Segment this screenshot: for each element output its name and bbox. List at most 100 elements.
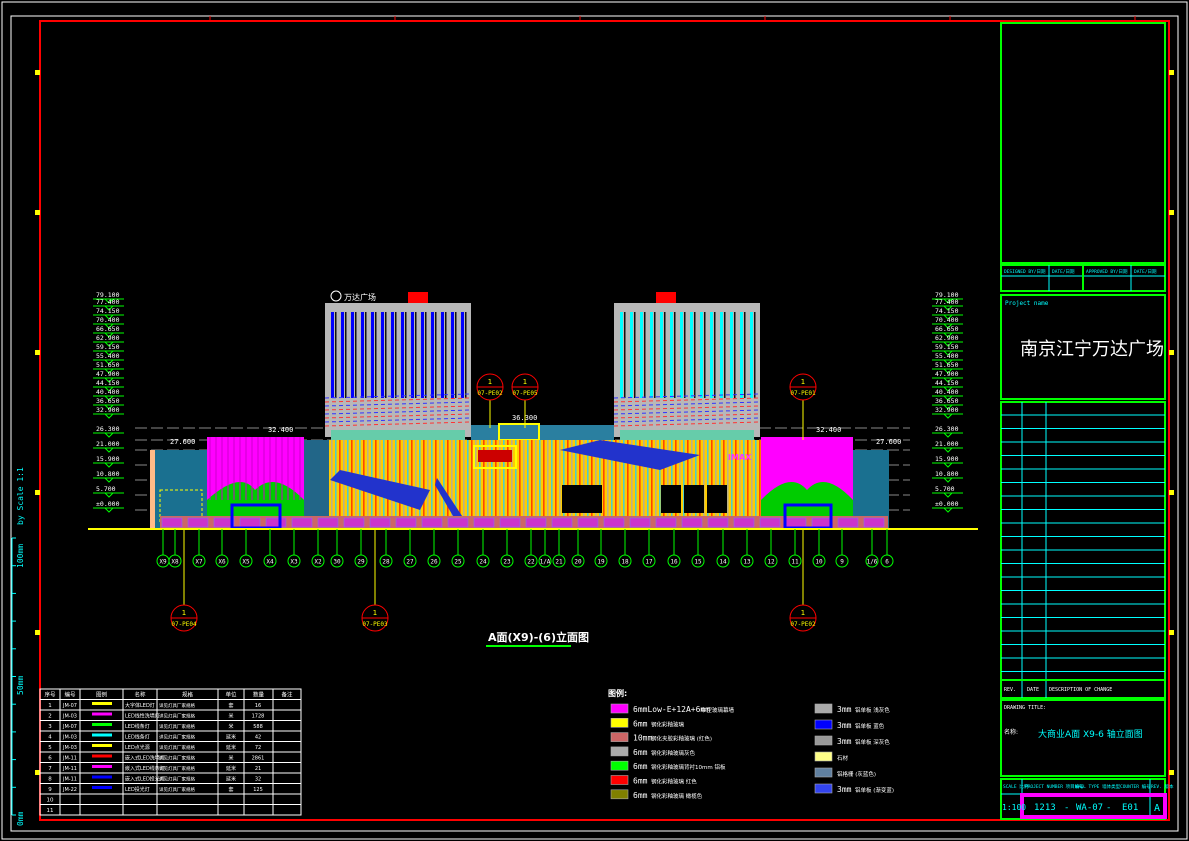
facade-stripe xyxy=(487,440,489,516)
tower-mullion xyxy=(395,312,397,398)
elevation-label: 32.900 xyxy=(935,406,959,414)
legend-item: 铝格栅 (灰蓝色) xyxy=(814,767,876,778)
facade-stripe xyxy=(463,440,465,516)
description-of-change-header: DESCRIPTION OF CHANGE xyxy=(1049,687,1112,693)
table-row: 4 JM-03 LED线条灯 详见灯具厂家规格 延米 42 xyxy=(48,733,261,741)
axis-bubble xyxy=(524,554,538,568)
legend-swatch xyxy=(610,732,629,742)
facade-stripe xyxy=(687,440,689,516)
elevation-label: ±0.000 xyxy=(935,500,959,508)
tower-window-strip xyxy=(361,312,364,398)
row-symbol-swatch xyxy=(92,702,112,705)
elevation-triangle-icon xyxy=(943,368,953,374)
row-code: JM-03 xyxy=(62,745,77,751)
elevation-label: 21.000 xyxy=(96,440,120,448)
facade-stripe xyxy=(663,440,665,516)
tower-window-strip xyxy=(740,312,743,398)
tower-window-strip xyxy=(381,312,384,398)
elevation-label: 47.900 xyxy=(96,370,120,378)
facade-stripe xyxy=(615,440,617,516)
sheet-inner-border xyxy=(10,15,1179,832)
callout-ref: 07-PE03 xyxy=(362,621,388,628)
row-name: 嵌入式LED洗墙灯 xyxy=(125,755,165,762)
axis-label: 10 xyxy=(815,559,823,566)
row-unit: 延米 xyxy=(226,776,236,783)
legend-desc: 钢化夹胶彩釉玻璃 (红色) xyxy=(651,735,712,743)
elevation-triangle-icon xyxy=(943,462,953,468)
axis-label: X2 xyxy=(314,559,322,566)
tower-right xyxy=(613,292,761,440)
rev-footer-header: REV. 版本 xyxy=(1151,783,1174,790)
legend-swatch xyxy=(610,760,629,771)
base-hatch-panel xyxy=(499,517,521,528)
facade-stripe xyxy=(591,440,593,516)
elevation-triangle-icon xyxy=(943,359,953,365)
elevation-label: 26.300 xyxy=(935,425,959,433)
axis-bubble xyxy=(500,554,514,568)
tower-mullion xyxy=(754,312,756,398)
axis-bubble xyxy=(476,554,490,568)
legend-desc: 钢化彩釉玻璃 橄榄色 xyxy=(651,792,703,800)
elevation-triangle-icon xyxy=(104,404,114,410)
elevation-triangle-icon xyxy=(104,386,114,392)
legend-swatch xyxy=(610,717,629,728)
row-number: 5 xyxy=(48,745,52,751)
scale-tick-100: 100mm xyxy=(16,544,25,568)
facade-stripe xyxy=(735,440,737,516)
tower-window-strip xyxy=(690,312,693,398)
axis-bubble xyxy=(865,554,879,568)
facade-stripe xyxy=(755,440,757,516)
detail-callout: 1 07-PE02 xyxy=(789,529,817,632)
row-symbol-swatch xyxy=(92,786,112,789)
tower-window-strip xyxy=(411,312,414,398)
facade-stripe xyxy=(503,440,505,516)
tower-window-strip xyxy=(391,312,394,398)
row-spec: 详见灯具厂家规格 xyxy=(159,723,195,730)
elevation-triangle-icon xyxy=(943,492,953,498)
tower-pattern-line xyxy=(613,401,761,407)
axis-bubble xyxy=(168,554,182,568)
tower-window-strip xyxy=(451,312,454,398)
tower-pattern-line xyxy=(324,401,472,407)
tower-mullion xyxy=(335,312,337,398)
row-spec: 详见灯具厂家规格 xyxy=(159,702,195,709)
tower-pattern-line xyxy=(613,393,761,399)
facade-stripe xyxy=(511,440,513,516)
tower-base-band xyxy=(331,430,465,440)
row-spec: 详见灯具厂家规格 xyxy=(159,765,195,772)
drawing-number-highlight xyxy=(1020,793,1167,819)
tower-mullion xyxy=(644,312,646,398)
row-symbol-swatch xyxy=(92,754,112,758)
legend-desc: 中空玻璃幕墙 xyxy=(701,706,735,714)
detail-callout: 1 07-PE05 xyxy=(511,373,539,428)
tower-window-strip xyxy=(680,312,683,398)
elevation-triangle-icon xyxy=(104,305,114,311)
separator: - xyxy=(1064,803,1069,813)
row-qty: 21 xyxy=(255,766,261,772)
table-header: 规格 xyxy=(182,691,194,699)
scale-header: SCALE 比例 xyxy=(1003,783,1029,790)
facade-stripe xyxy=(443,440,445,516)
level-podium-left: 27.600 xyxy=(170,438,195,446)
axis-bubble xyxy=(354,554,368,568)
row-code: JM-11 xyxy=(62,777,77,783)
tower-window-strip xyxy=(331,312,334,398)
row-unit: 米 xyxy=(228,713,233,720)
axis-bubble xyxy=(552,554,566,568)
frame-tick xyxy=(35,630,40,635)
elevation-triangle-icon xyxy=(104,432,114,438)
base-hatch-panel xyxy=(213,517,235,528)
designed-by-header: DESIGNED BY/日期 xyxy=(1004,269,1046,275)
tower-window-strip xyxy=(660,312,663,398)
elevation-label: 77.400 xyxy=(935,298,959,306)
facade-stripe xyxy=(711,440,713,516)
row-unit: 套 xyxy=(228,702,233,709)
elevation-label: 66.650 xyxy=(96,325,120,333)
tower-pattern-line xyxy=(324,405,472,411)
tower-pattern-line xyxy=(324,397,472,403)
axis-bubble xyxy=(642,554,656,568)
table-header: 名称 xyxy=(134,691,146,699)
axis-label: 28 xyxy=(382,559,390,566)
